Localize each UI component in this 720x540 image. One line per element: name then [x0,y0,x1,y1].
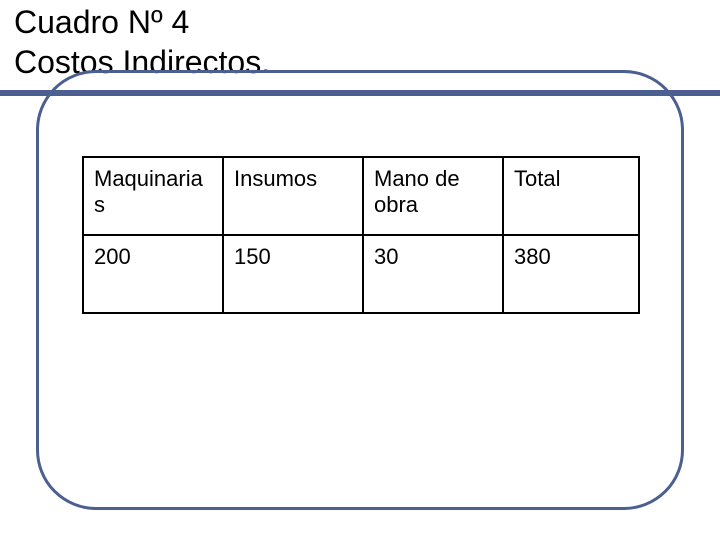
costs-table: Maquinarias Insumos Mano de obra Total 2… [82,156,640,314]
data-cell-insumos: 150 [223,235,363,313]
header-cell-insumos: Insumos [223,157,363,235]
table-row: 200 150 30 380 [83,235,639,313]
title-line-1: Cuadro Nº 4 [14,2,270,42]
data-cell-maquinarias: 200 [83,235,223,313]
data-cell-mano-de-obra: 30 [363,235,503,313]
header-cell-maquinarias: Maquinarias [83,157,223,235]
data-cell-total: 380 [503,235,639,313]
table-row: Maquinarias Insumos Mano de obra Total [83,157,639,235]
header-cell-total: Total [503,157,639,235]
costs-table-wrap: Maquinarias Insumos Mano de obra Total 2… [82,156,638,314]
header-cell-mano-de-obra: Mano de obra [363,157,503,235]
